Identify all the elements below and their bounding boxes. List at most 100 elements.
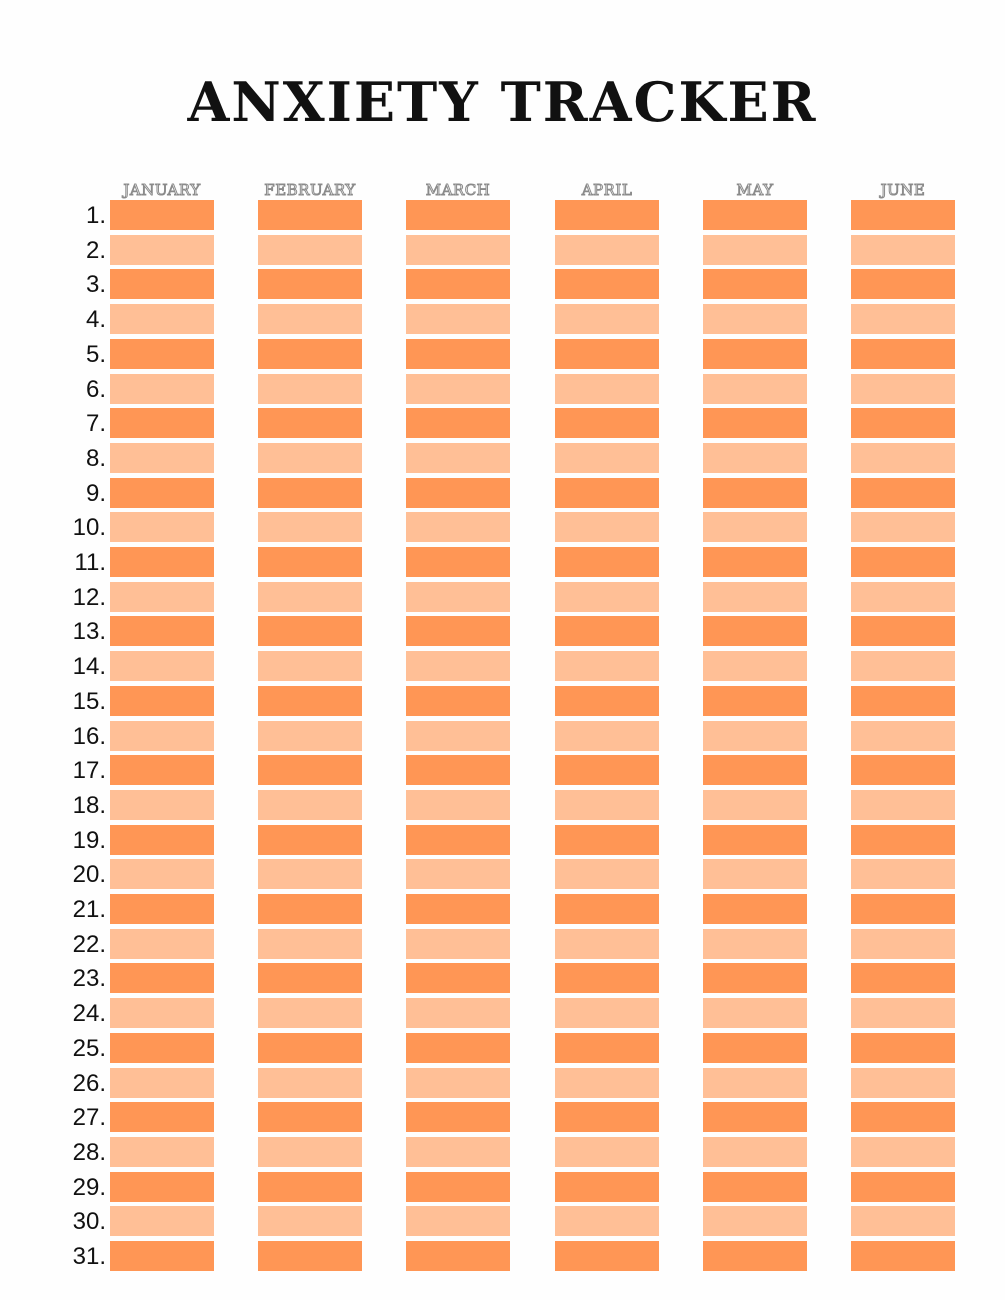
tracker-cell-april-4[interactable] [555, 304, 659, 335]
tracker-cell-april-16[interactable] [555, 720, 659, 751]
tracker-cell-april-15[interactable] [555, 685, 659, 716]
tracker-cell-january-11[interactable] [110, 547, 214, 577]
tracker-cell-june-2[interactable] [851, 234, 955, 265]
tracker-cell-march-18[interactable] [406, 789, 510, 820]
tracker-cell-may-2[interactable] [703, 234, 807, 265]
tracker-cell-february-28[interactable] [258, 1136, 362, 1167]
tracker-cell-march-8[interactable] [406, 442, 510, 473]
tracker-cell-january-13[interactable] [110, 616, 214, 647]
tracker-cell-january-6[interactable] [110, 373, 214, 404]
tracker-cell-february-14[interactable] [258, 651, 362, 682]
tracker-cell-june-1[interactable] [851, 200, 955, 230]
tracker-cell-january-16[interactable] [110, 720, 214, 751]
tracker-cell-february-17[interactable] [258, 755, 362, 786]
tracker-cell-may-3[interactable] [703, 269, 807, 300]
tracker-cell-april-24[interactable] [555, 998, 659, 1029]
tracker-cell-february-8[interactable] [258, 442, 362, 473]
tracker-cell-may-25[interactable] [703, 1032, 807, 1063]
tracker-cell-march-24[interactable] [406, 998, 510, 1029]
tracker-cell-april-9[interactable] [555, 477, 659, 508]
tracker-cell-june-21[interactable] [851, 894, 955, 924]
tracker-cell-march-30[interactable] [406, 1206, 510, 1237]
tracker-cell-february-26[interactable] [258, 1067, 362, 1098]
tracker-cell-may-27[interactable] [703, 1102, 807, 1133]
tracker-cell-january-25[interactable] [110, 1032, 214, 1063]
tracker-cell-february-18[interactable] [258, 789, 362, 820]
tracker-cell-march-6[interactable] [406, 373, 510, 404]
tracker-cell-may-14[interactable] [703, 651, 807, 682]
tracker-cell-june-14[interactable] [851, 651, 955, 682]
tracker-cell-june-19[interactable] [851, 824, 955, 855]
tracker-cell-january-4[interactable] [110, 304, 214, 335]
tracker-cell-january-8[interactable] [110, 442, 214, 473]
tracker-cell-may-7[interactable] [703, 408, 807, 439]
tracker-cell-may-13[interactable] [703, 616, 807, 647]
tracker-cell-may-11[interactable] [703, 547, 807, 577]
tracker-cell-january-7[interactable] [110, 408, 214, 439]
tracker-cell-january-3[interactable] [110, 269, 214, 300]
tracker-cell-may-19[interactable] [703, 824, 807, 855]
tracker-cell-january-9[interactable] [110, 477, 214, 508]
tracker-cell-february-21[interactable] [258, 894, 362, 924]
tracker-cell-april-18[interactable] [555, 789, 659, 820]
tracker-cell-may-6[interactable] [703, 373, 807, 404]
tracker-cell-march-17[interactable] [406, 755, 510, 786]
tracker-cell-june-20[interactable] [851, 859, 955, 890]
tracker-cell-june-6[interactable] [851, 373, 955, 404]
tracker-cell-june-4[interactable] [851, 304, 955, 335]
tracker-cell-january-29[interactable] [110, 1171, 214, 1202]
tracker-cell-february-31[interactable] [258, 1241, 362, 1271]
tracker-cell-april-11[interactable] [555, 547, 659, 577]
tracker-cell-february-5[interactable] [258, 338, 362, 369]
tracker-cell-january-24[interactable] [110, 998, 214, 1029]
tracker-cell-january-31[interactable] [110, 1241, 214, 1271]
tracker-cell-february-29[interactable] [258, 1171, 362, 1202]
tracker-cell-march-15[interactable] [406, 685, 510, 716]
tracker-cell-february-3[interactable] [258, 269, 362, 300]
tracker-cell-june-8[interactable] [851, 442, 955, 473]
tracker-cell-june-23[interactable] [851, 963, 955, 994]
tracker-cell-january-18[interactable] [110, 789, 214, 820]
tracker-cell-january-12[interactable] [110, 581, 214, 612]
tracker-cell-april-31[interactable] [555, 1241, 659, 1271]
tracker-cell-january-14[interactable] [110, 651, 214, 682]
tracker-cell-march-4[interactable] [406, 304, 510, 335]
tracker-cell-march-31[interactable] [406, 1241, 510, 1271]
tracker-cell-june-29[interactable] [851, 1171, 955, 1202]
tracker-cell-may-30[interactable] [703, 1206, 807, 1237]
tracker-cell-april-10[interactable] [555, 512, 659, 543]
tracker-cell-june-12[interactable] [851, 581, 955, 612]
tracker-cell-april-22[interactable] [555, 928, 659, 959]
tracker-cell-april-13[interactable] [555, 616, 659, 647]
tracker-cell-april-7[interactable] [555, 408, 659, 439]
tracker-cell-january-28[interactable] [110, 1136, 214, 1167]
tracker-cell-may-9[interactable] [703, 477, 807, 508]
tracker-cell-january-21[interactable] [110, 894, 214, 924]
tracker-cell-january-5[interactable] [110, 338, 214, 369]
tracker-cell-april-23[interactable] [555, 963, 659, 994]
tracker-cell-june-16[interactable] [851, 720, 955, 751]
tracker-cell-april-1[interactable] [555, 200, 659, 230]
tracker-cell-january-17[interactable] [110, 755, 214, 786]
tracker-cell-may-17[interactable] [703, 755, 807, 786]
tracker-cell-june-26[interactable] [851, 1067, 955, 1098]
tracker-cell-june-24[interactable] [851, 998, 955, 1029]
tracker-cell-june-28[interactable] [851, 1136, 955, 1167]
tracker-cell-february-10[interactable] [258, 512, 362, 543]
tracker-cell-march-29[interactable] [406, 1171, 510, 1202]
tracker-cell-may-8[interactable] [703, 442, 807, 473]
tracker-cell-april-20[interactable] [555, 859, 659, 890]
tracker-cell-april-3[interactable] [555, 269, 659, 300]
tracker-cell-february-13[interactable] [258, 616, 362, 647]
tracker-cell-june-27[interactable] [851, 1102, 955, 1133]
tracker-cell-january-19[interactable] [110, 824, 214, 855]
tracker-cell-march-9[interactable] [406, 477, 510, 508]
tracker-cell-march-2[interactable] [406, 234, 510, 265]
tracker-cell-april-26[interactable] [555, 1067, 659, 1098]
tracker-cell-february-24[interactable] [258, 998, 362, 1029]
tracker-cell-february-20[interactable] [258, 859, 362, 890]
tracker-cell-january-15[interactable] [110, 685, 214, 716]
tracker-cell-february-25[interactable] [258, 1032, 362, 1063]
tracker-cell-june-18[interactable] [851, 789, 955, 820]
tracker-cell-february-23[interactable] [258, 963, 362, 994]
